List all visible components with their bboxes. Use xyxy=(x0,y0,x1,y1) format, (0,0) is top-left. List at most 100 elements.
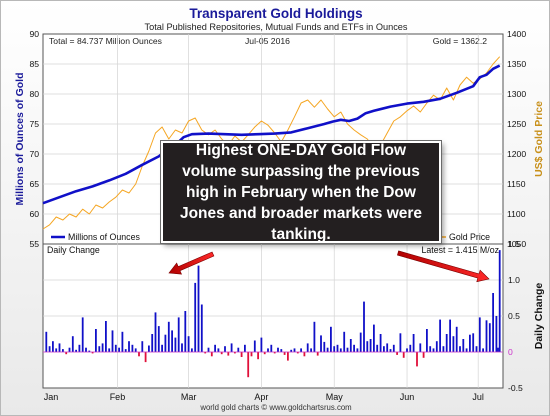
daily-change-bar xyxy=(472,333,475,352)
daily-change-bar xyxy=(207,347,210,352)
daily-change-bar xyxy=(452,336,455,352)
daily-change-bar xyxy=(273,352,276,354)
arrow-to-february-bar xyxy=(168,251,215,275)
arrow-to-february-bar-shape xyxy=(168,251,215,275)
daily-change-bar xyxy=(124,349,127,352)
daily-change-bar xyxy=(497,347,499,352)
daily-change-bar xyxy=(339,348,342,352)
daily-change-bar xyxy=(336,344,339,352)
y-tick-label-left: 65 xyxy=(29,179,39,189)
daily-change-bar xyxy=(429,346,432,352)
x-tick-label: Jul xyxy=(472,392,484,402)
daily-change-bar xyxy=(323,341,326,352)
y-tick-label-left: 60 xyxy=(29,209,39,219)
daily-change-bar xyxy=(432,348,435,352)
daily-change-bar xyxy=(459,346,461,352)
daily-change-bar xyxy=(445,334,448,352)
y-tick-label-left: 80 xyxy=(29,89,39,99)
daily-change-bar xyxy=(200,304,203,352)
arrow-to-latest-bar xyxy=(397,250,490,283)
daily-change-bar xyxy=(306,343,309,352)
y-axis-title-left: Millions of Ounces of Gold xyxy=(14,73,26,206)
daily-change-bar xyxy=(210,352,213,357)
y-tick-label-left: 75 xyxy=(29,119,39,129)
y-tick-label-right: 1150 xyxy=(507,179,526,189)
daily-change-bar xyxy=(333,346,336,352)
y-tick-label-right: 1250 xyxy=(507,119,526,129)
daily-change-bar xyxy=(373,324,375,352)
daily-change-bar xyxy=(376,344,379,352)
daily-change-bar xyxy=(320,335,322,352)
daily-change-bar xyxy=(392,344,395,352)
arrow-to-latest-bar-shape xyxy=(397,250,490,283)
daily-change-bar xyxy=(383,346,385,352)
daily-change-bar xyxy=(343,331,346,352)
daily-change-bar xyxy=(48,346,51,352)
daily-change-bar xyxy=(419,343,422,352)
daily-change-bar xyxy=(55,348,58,352)
chart-title: Transparent Gold Holdings xyxy=(189,6,362,21)
daily-change-bar xyxy=(247,352,250,378)
daily-change-bar xyxy=(68,347,71,352)
daily-change-bar xyxy=(369,339,372,352)
daily-change-bar xyxy=(349,339,352,352)
daily-change-bar xyxy=(237,347,240,352)
daily-change-bar xyxy=(280,349,283,352)
daily-change-bar xyxy=(283,352,286,355)
daily-change-label: Daily Change xyxy=(47,245,100,255)
daily-change-bar xyxy=(399,333,402,352)
daily-change-bar xyxy=(191,348,193,352)
y-tick-label-right: 1200 xyxy=(507,149,526,159)
legend-label-holdings: Millions of Ounces xyxy=(68,232,140,242)
daily-change-bar xyxy=(227,352,230,356)
y-axis-title-right: US$ Gold Price xyxy=(533,101,545,177)
daily-change-bar xyxy=(52,341,54,352)
daily-change-bar xyxy=(277,347,279,352)
daily-change-bar xyxy=(253,340,256,352)
daily-change-bar xyxy=(138,352,140,357)
daily-change-bar xyxy=(402,352,405,358)
daily-change-bar xyxy=(240,352,243,357)
y-tick-label-left: 55 xyxy=(29,239,39,249)
daily-change-bar xyxy=(330,326,332,352)
daily-change-bar xyxy=(134,348,137,352)
daily-change-bar xyxy=(105,321,107,352)
daily-change-bar xyxy=(171,330,173,352)
daily-change-bar xyxy=(267,348,269,352)
holdings-line xyxy=(42,64,501,205)
daily-change-bar xyxy=(296,352,299,354)
daily-change-bar xyxy=(164,334,167,352)
daily-change-bar xyxy=(260,337,263,352)
daily-change-bar xyxy=(257,352,259,360)
daily-change-bar xyxy=(270,344,273,352)
y-axis-title-lower: Daily Change xyxy=(533,283,545,350)
daily-change-bar xyxy=(366,341,369,352)
y-tick-label-right: 1050 xyxy=(507,239,526,249)
daily-change-bar xyxy=(485,320,488,352)
daily-change-bar xyxy=(118,347,120,352)
daily-change-bar xyxy=(114,344,117,352)
daily-change-bar xyxy=(62,349,64,352)
daily-change-bar xyxy=(353,344,355,352)
daily-change-bar xyxy=(412,334,415,352)
daily-change-bar xyxy=(326,347,329,352)
daily-change-bar xyxy=(111,330,114,352)
daily-change-bar xyxy=(462,339,465,352)
daily-change-bar xyxy=(121,331,124,352)
chart-subtitle: Total Published Repositories, Mutual Fun… xyxy=(145,22,408,32)
daily-change-bar xyxy=(465,348,468,352)
daily-change-bar xyxy=(495,316,498,352)
daily-change-bar xyxy=(498,250,501,352)
daily-change-bar xyxy=(148,345,150,352)
daily-change-bar xyxy=(157,326,160,352)
daily-change-bar xyxy=(220,352,223,355)
daily-change-bar xyxy=(45,331,48,352)
daily-change-bar xyxy=(244,344,246,352)
daily-change-bar xyxy=(442,346,445,352)
daily-change-bar xyxy=(177,317,180,352)
daily-change-bar xyxy=(379,334,382,352)
x-tick-label: Feb xyxy=(110,392,126,402)
daily-change-bar xyxy=(478,317,481,352)
daily-change-bar xyxy=(78,344,81,352)
